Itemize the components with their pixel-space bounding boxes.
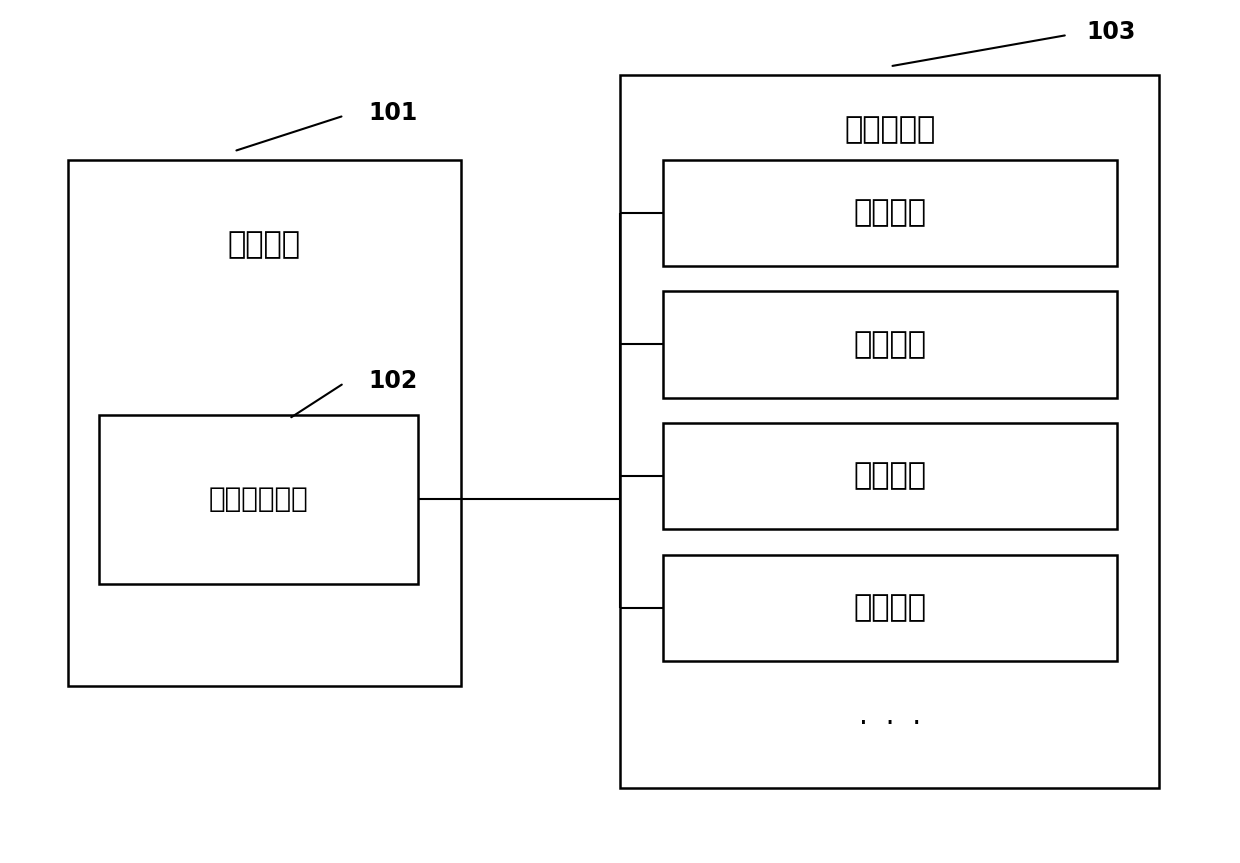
Text: 目标车辆: 目标车辆 bbox=[228, 230, 301, 259]
Text: 103: 103 bbox=[1086, 21, 1136, 44]
Text: 其他车辆集: 其他车辆集 bbox=[844, 116, 935, 145]
Bar bbox=[68, 160, 460, 686]
Bar bbox=[663, 423, 1116, 529]
Text: 其他车辆: 其他车辆 bbox=[853, 198, 926, 227]
Bar bbox=[99, 414, 418, 584]
Text: ·  ·  ·: · · · bbox=[858, 710, 921, 739]
Text: 电子控制单元: 电子控制单元 bbox=[208, 485, 309, 513]
Text: 其他车辆: 其他车辆 bbox=[853, 462, 926, 490]
Bar bbox=[663, 160, 1116, 266]
Text: 101: 101 bbox=[368, 101, 418, 125]
Text: 102: 102 bbox=[368, 369, 418, 393]
Text: 其他车辆: 其他车辆 bbox=[853, 330, 926, 359]
Bar bbox=[663, 292, 1116, 398]
Bar bbox=[663, 555, 1116, 661]
Text: 其他车辆: 其他车辆 bbox=[853, 593, 926, 622]
Bar bbox=[620, 75, 1159, 788]
